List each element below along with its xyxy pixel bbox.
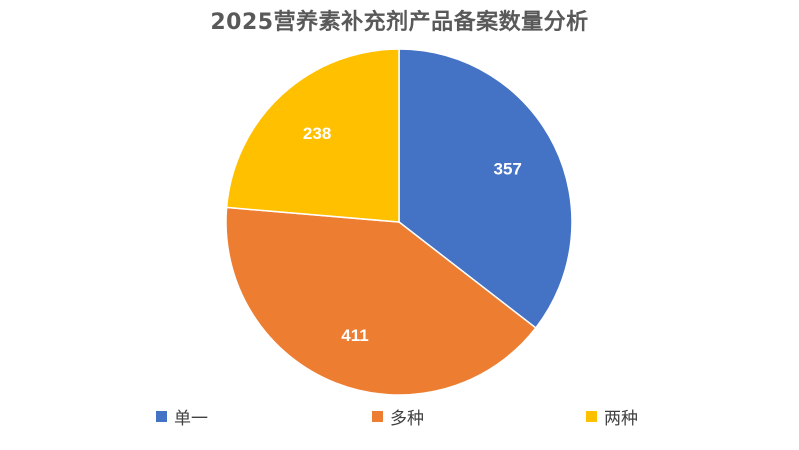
pie-slice-single [398, 48, 573, 329]
legend-swatch [586, 411, 597, 422]
legend-item-two: 两种 [586, 404, 638, 429]
legend-label: 两种 [604, 409, 638, 429]
legend-item-single: 单一 [156, 404, 208, 429]
chart-title: 2025营养素补充剂产品备案数量分析 [210, 10, 589, 35]
pie-slice-multiple [225, 206, 537, 396]
legend-label: 多种 [390, 409, 424, 429]
data-label-multiple: 411 [341, 326, 368, 345]
legend-item-multiple: 多种 [372, 404, 424, 429]
legend-label: 单一 [174, 409, 208, 429]
legend-swatch [372, 411, 383, 422]
data-label-single: 357 [494, 160, 522, 179]
data-label-two: 238 [303, 124, 331, 143]
chart-legend: 单一 多种 两种 [0, 404, 799, 432]
legend-swatch [156, 411, 167, 422]
pie-slice-two [225, 48, 400, 223]
